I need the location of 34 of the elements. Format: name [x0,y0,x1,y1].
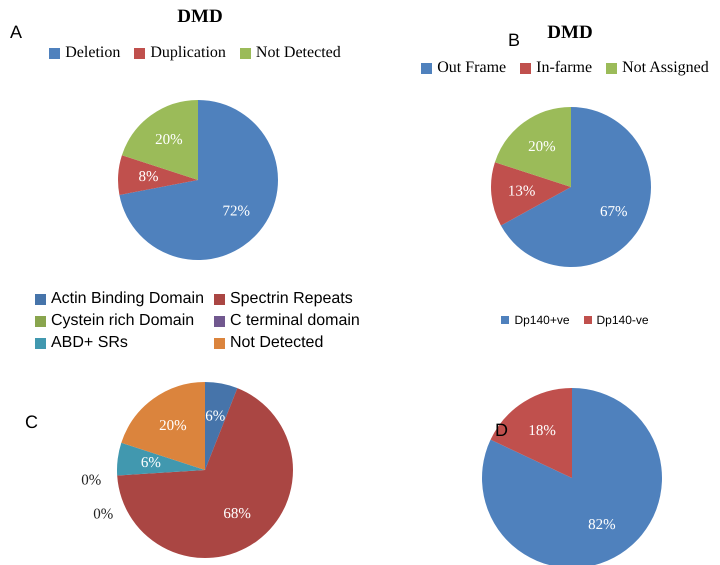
data-label: 72% [222,204,250,220]
legend-label: C terminal domain [230,312,360,330]
legend-label: Deletion [65,44,120,62]
legend-label: Duplication [150,44,226,62]
text: D [495,420,508,441]
legend-label: Not Assigned [622,59,709,77]
chart-title: DMD [547,22,593,43]
legend-label: Dp140+ve [514,313,570,327]
legend-label: Dp140-ve [596,313,649,327]
legend-label: Not Detected [256,44,341,62]
text: 0% [93,506,114,523]
legend-label: Not Detected [230,334,324,352]
data-label: 67% [600,204,628,220]
legend-label: Spectrin Repeats [230,290,353,308]
data-label: 20% [155,132,183,148]
text: C [25,412,38,433]
text: A [10,22,22,43]
legend-label: Cystein rich Domain [51,312,194,330]
data-label: 68% [223,506,251,522]
legend-label: ABD+ SRs [51,334,128,352]
data-label: 20% [528,138,556,155]
legend-label: Actin Binding Domain [51,290,204,308]
data-label: 6% [205,408,226,424]
data-label: 6% [140,455,161,472]
data-label: 13% [508,184,536,200]
text: 0% [81,472,102,489]
data-label: 20% [159,418,187,434]
text: B [508,30,520,51]
data-label: 8% [138,168,158,185]
data-label: 82% [588,517,616,534]
legend-label: Out Frame [437,59,506,77]
data-label: 18% [528,422,556,439]
chart-title: DMD [176,6,224,28]
legend-label: In-farme [536,59,592,77]
